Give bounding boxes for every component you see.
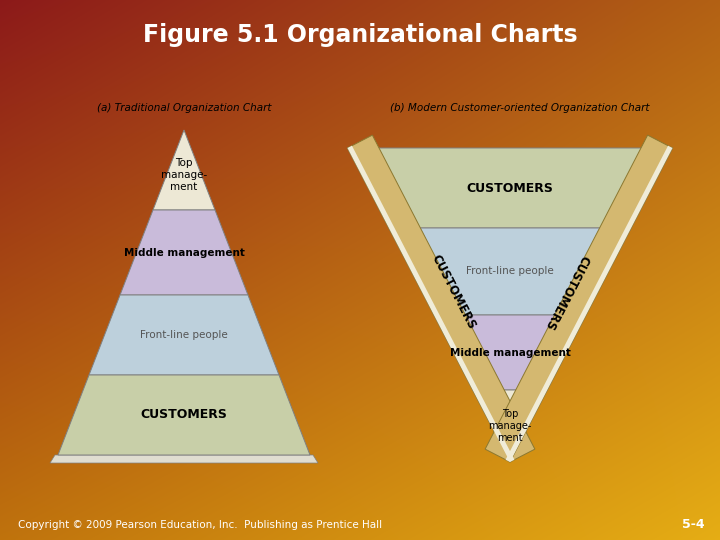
Polygon shape [485,135,672,462]
Text: Top
manage-
ment: Top manage- ment [488,409,531,443]
Polygon shape [89,295,279,375]
Polygon shape [473,390,547,462]
Text: Figure 5.1 Organizational Charts: Figure 5.1 Organizational Charts [143,23,577,47]
Text: CUSTOMERS: CUSTOMERS [467,181,554,194]
Text: (a) Traditional Organization Chart: (a) Traditional Organization Chart [96,103,271,113]
Polygon shape [348,146,515,462]
Polygon shape [58,375,310,455]
Text: Front-line people: Front-line people [140,330,228,340]
Polygon shape [389,228,631,315]
Text: Top
manage-
ment: Top manage- ment [161,158,207,192]
Polygon shape [505,146,672,462]
Polygon shape [153,130,215,210]
Text: (b) Modern Customer-oriented Organization Chart: (b) Modern Customer-oriented Organizatio… [390,103,649,113]
Polygon shape [348,148,672,228]
Text: Copyright © 2009 Pearson Education, Inc.  Publishing as Prentice Hall: Copyright © 2009 Pearson Education, Inc.… [18,520,382,530]
Text: Middle management: Middle management [124,247,244,258]
Text: CUSTOMERS: CUSTOMERS [541,253,591,332]
Polygon shape [50,455,318,463]
Text: 5-4: 5-4 [683,518,705,531]
Text: CUSTOMERS: CUSTOMERS [140,408,228,422]
Text: Middle management: Middle management [449,348,570,357]
Polygon shape [348,135,535,462]
Text: CUSTOMERS: CUSTOMERS [429,253,478,332]
Polygon shape [434,315,586,390]
Text: Front-line people: Front-line people [466,267,554,276]
Polygon shape [120,210,248,295]
